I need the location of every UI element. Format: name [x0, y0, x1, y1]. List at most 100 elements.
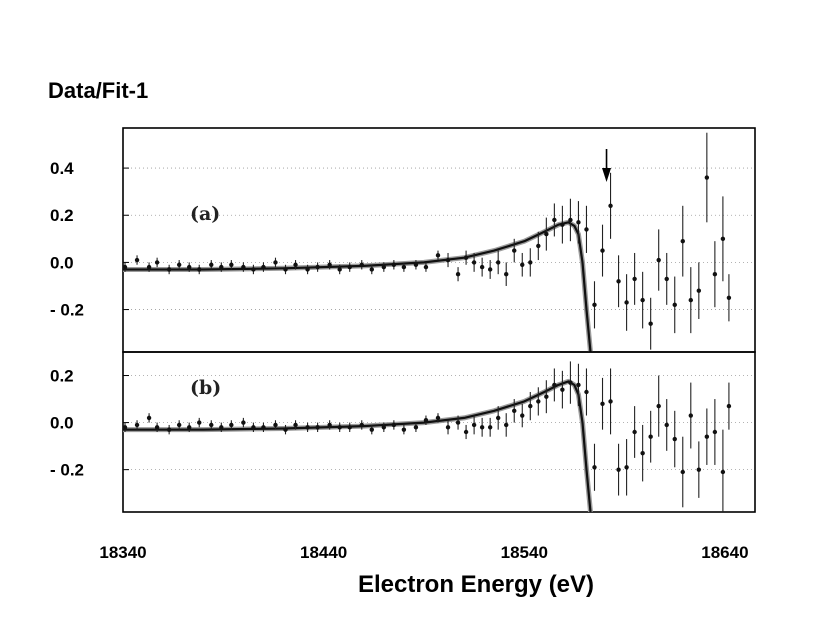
panel-a-data-point — [146, 264, 152, 270]
panel-b-data-point — [337, 425, 342, 430]
panel-a-data-point — [413, 262, 419, 267]
panel-b-data-point — [552, 382, 557, 388]
panel-a-y-tick-label: 0.2 — [50, 206, 74, 225]
panel-b-data-point — [219, 425, 224, 430]
panel-b-data-point — [640, 450, 645, 456]
panel-a-data-point — [359, 262, 364, 267]
panel-b-data-point — [401, 427, 407, 432]
panel-b-data-point — [616, 467, 621, 472]
panel-b-data-point — [471, 422, 477, 428]
panel-a-y-tick-label: 0.4 — [50, 159, 74, 178]
x-tick-label: 18440 — [300, 543, 347, 562]
panel-a-data-point — [688, 297, 693, 303]
panel-b-data-point — [720, 469, 726, 475]
panel-a-fit-line — [123, 221, 592, 352]
panel-b-data-point — [536, 399, 541, 404]
panel-b-data-point — [146, 415, 152, 421]
panel-b-data-point — [463, 429, 469, 435]
panel-b-fit-band — [123, 378, 593, 512]
panel-a-data-point — [680, 238, 685, 244]
panel-a-data-point — [536, 243, 541, 249]
panel-b-label: (b) — [190, 377, 221, 399]
panel-b-data-point — [592, 465, 597, 470]
panel-b-data-point — [704, 434, 710, 439]
panel-b-data-point — [293, 422, 298, 428]
panel-b-data-point — [696, 467, 702, 472]
panel-b-data-point — [134, 422, 140, 428]
panel-a-data-point — [520, 262, 525, 267]
panel-b-data-point — [672, 436, 677, 442]
panel-b-frame — [122, 351, 756, 513]
panel-b-fit-line — [123, 380, 592, 512]
panel-b-data-point — [197, 420, 202, 425]
panel-a-data-point — [134, 257, 140, 263]
panel-b-data-point — [664, 422, 669, 428]
panel-b-data-point — [261, 425, 266, 430]
panel-b-data-point — [544, 394, 549, 399]
panel-a-data-point — [664, 276, 669, 282]
panel-a-data-point — [584, 227, 589, 232]
panel-a-data-point — [656, 257, 661, 263]
panel-a-data-point — [176, 262, 182, 267]
panel-a-data-point — [154, 260, 160, 265]
panel-b-data-point — [369, 427, 374, 432]
panel-b-data-point — [413, 425, 419, 430]
panel-a-data-point — [305, 267, 310, 272]
panel-b-data-point — [381, 425, 387, 430]
panel-a-data-point — [632, 276, 637, 282]
panel-b-data-point — [176, 422, 182, 428]
panel-a-data-point — [187, 264, 192, 270]
panel-b-data-point — [347, 425, 352, 430]
panel-a-data-point — [463, 255, 469, 260]
panel-a-data-point — [381, 264, 387, 270]
panel-a-data-point — [327, 262, 332, 267]
panel-b-data-point — [512, 408, 517, 414]
x-axis-label: Electron Energy (eV) — [358, 571, 594, 598]
panel-b-data-point — [487, 425, 493, 430]
x-tick-labels: 18340 18440 18540 18640 — [99, 543, 748, 562]
panel-b: 0.2 0.0 - 0.2 (b) — [50, 351, 756, 513]
panel-b-data-point — [455, 420, 461, 425]
panel-b-data-point — [359, 422, 364, 428]
panel-a-label: (a) — [190, 203, 220, 225]
panel-a-data-point — [672, 302, 677, 308]
panel-b-data-point — [241, 420, 246, 425]
panel-a-data-point — [435, 253, 441, 258]
panel-b-data-point — [600, 401, 605, 406]
panel-b-data-point — [576, 382, 581, 388]
x-tick-label: 18640 — [701, 543, 748, 562]
panel-b-data-point — [122, 425, 128, 430]
panel-a-data-point — [704, 175, 710, 180]
panel-a-data-point — [219, 264, 224, 270]
panel-b-y-tick-label: 0.2 — [50, 367, 74, 386]
panel-a-data-point — [445, 257, 451, 263]
panel-b-data-point — [726, 403, 732, 409]
panel-a-data-point — [229, 262, 234, 267]
panel-a-data-point — [720, 236, 726, 242]
panel-a-data-point — [122, 264, 128, 270]
panel-a-data-point — [471, 260, 477, 265]
y-axis-title: Data/Fit-1 — [48, 78, 148, 103]
panel-b-y-tick-label: 0.0 — [50, 414, 74, 433]
panel-b-data-point — [283, 427, 288, 432]
panel-a-data-point — [283, 267, 288, 272]
panel-b-data-point — [608, 399, 613, 404]
panel-a-data-point — [552, 217, 557, 223]
panel-b-data-point — [391, 422, 397, 428]
panel-b-data-point — [688, 413, 693, 418]
x-tick-label: 18340 — [99, 543, 146, 562]
panel-b-data-point — [504, 422, 509, 428]
panel-b-data-point — [273, 422, 278, 428]
panel-b-data-point — [305, 425, 310, 430]
panel-b-data-point — [435, 415, 441, 421]
panel-b-data-point — [154, 425, 160, 430]
panel-a-data-point — [293, 262, 298, 267]
panel-a-data-point — [347, 264, 352, 270]
panel-a-data-point — [624, 300, 629, 305]
panel-b-data-point — [584, 389, 589, 395]
panel-b-data-point — [166, 427, 172, 432]
panel-a-data-point — [616, 279, 621, 284]
panel-b-data-point — [568, 380, 573, 385]
panel-a-data-point — [512, 248, 517, 253]
